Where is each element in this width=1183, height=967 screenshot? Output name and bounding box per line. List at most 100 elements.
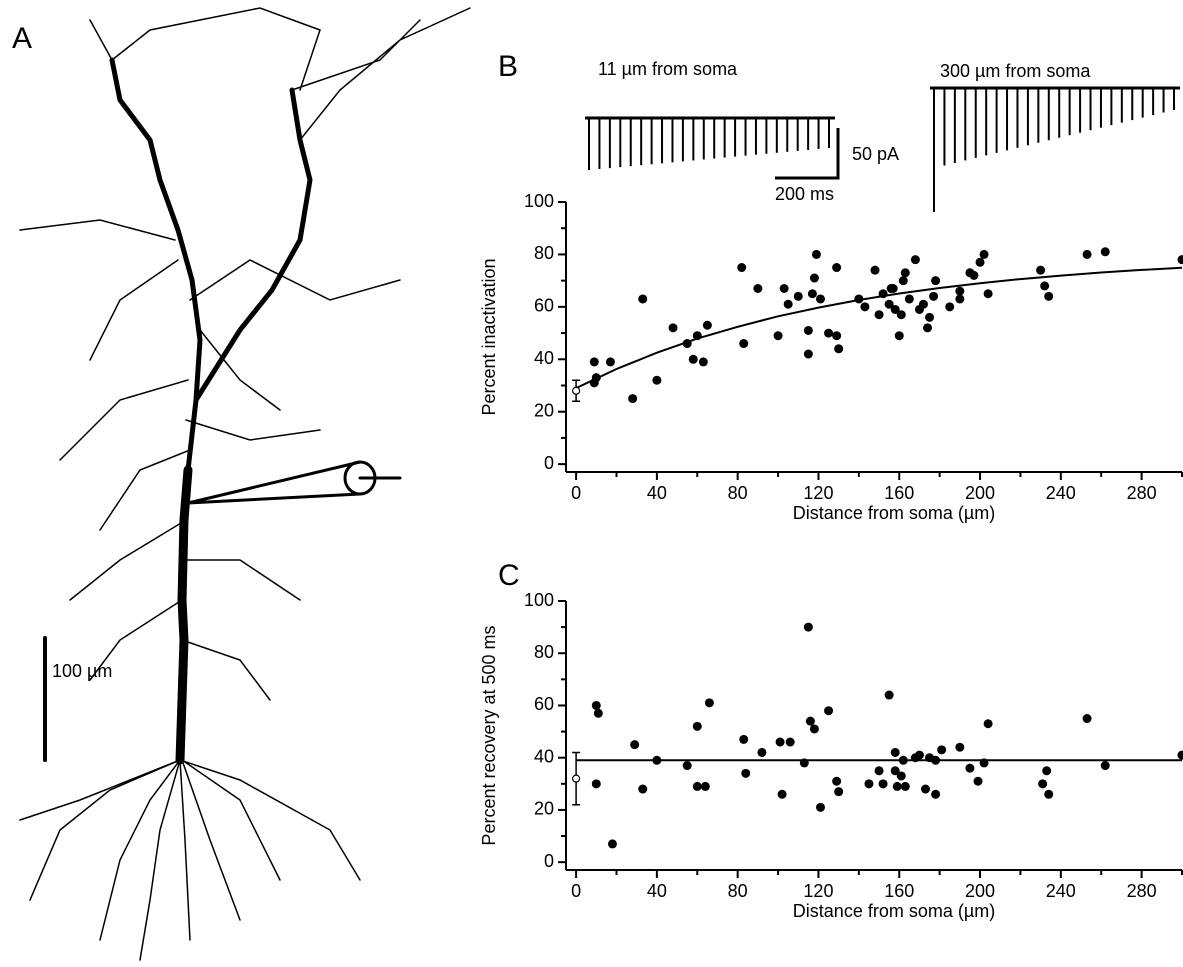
panel-label: C (498, 559, 520, 592)
data-point (1100, 247, 1110, 257)
data-point (668, 323, 678, 333)
x-tick-label: 200 (965, 881, 995, 901)
scale-label: 50 pA (852, 144, 899, 164)
data-point (593, 708, 603, 718)
data-point (890, 766, 900, 776)
data-point (692, 781, 702, 791)
data-point (815, 802, 825, 812)
data-point (682, 761, 692, 771)
data-point (979, 249, 989, 259)
y-tick-label: 40 (534, 746, 554, 766)
x-tick-label: 40 (647, 483, 667, 503)
y-tick-label: 40 (534, 348, 554, 368)
panel-label: A (12, 22, 32, 55)
data-point (931, 755, 941, 765)
data-point (805, 716, 815, 726)
data-point (785, 737, 795, 747)
scale-label: 100 µm (52, 661, 112, 681)
data-point (799, 758, 809, 768)
y-tick-label: 20 (534, 400, 554, 420)
x-tick-label: 0 (571, 881, 581, 901)
data-point (955, 286, 965, 296)
data-point (589, 357, 599, 367)
data-point (870, 265, 880, 275)
mean-point (571, 774, 581, 783)
x-axis-label: Distance from soma (µm) (793, 503, 995, 523)
fit-line (575, 266, 1183, 390)
data-point (900, 268, 910, 278)
data-point (1177, 255, 1183, 265)
data-point (832, 263, 842, 273)
data-point (793, 291, 803, 301)
y-tick-label: 0 (544, 851, 554, 871)
data-point (896, 310, 906, 320)
x-tick-label: 280 (1127, 483, 1157, 503)
data-point (854, 294, 864, 304)
data-point (809, 273, 819, 283)
data-point (807, 289, 817, 299)
trace-label: 300 µm from soma (940, 61, 1091, 81)
data-point (700, 781, 710, 791)
data-point (874, 766, 884, 776)
x-tick-label: 120 (803, 881, 833, 901)
data-point (834, 787, 844, 797)
data-point (969, 270, 979, 280)
trace-scale-bar (775, 128, 840, 180)
y-tick-label: 100 (524, 191, 554, 211)
data-point (757, 747, 767, 757)
data-point (864, 779, 874, 789)
x-tick-label: 80 (728, 483, 748, 503)
data-point (860, 302, 870, 312)
data-point (890, 747, 900, 757)
data-point (1044, 291, 1054, 301)
data-point (878, 289, 888, 299)
x-tick-label: 40 (647, 881, 667, 901)
y-tick-label: 80 (534, 243, 554, 263)
data-point (775, 737, 785, 747)
data-point (652, 755, 662, 765)
data-point (890, 304, 900, 314)
data-point (753, 284, 763, 294)
data-point (605, 357, 615, 367)
y-tick-label: 20 (534, 799, 554, 819)
data-point (811, 249, 821, 259)
data-point (1038, 779, 1048, 789)
x-tick-label: 160 (884, 483, 914, 503)
y-tick-label: 100 (524, 590, 554, 610)
data-point (898, 755, 908, 765)
data-point (921, 784, 931, 794)
current-traces (585, 86, 1180, 212)
data-point (983, 289, 993, 299)
data-point (979, 758, 989, 768)
data-point (591, 779, 601, 789)
data-point (884, 299, 894, 309)
x-tick-label: 0 (571, 483, 581, 503)
data-point (894, 331, 904, 341)
data-point (688, 354, 698, 364)
data-point (698, 357, 708, 367)
x-tick-label: 80 (728, 881, 748, 901)
y-tick-label: 60 (534, 296, 554, 316)
data-point (878, 779, 888, 789)
data-point (983, 719, 993, 729)
data-point (914, 750, 924, 760)
data-point (607, 839, 617, 849)
data-point (741, 768, 751, 778)
scale-label: 200 ms (775, 184, 834, 204)
data-point (918, 299, 928, 309)
data-point (904, 294, 914, 304)
data-point (832, 331, 842, 341)
x-tick-label: 120 (803, 483, 833, 503)
data-point (1040, 281, 1050, 291)
data-point (898, 276, 908, 286)
x-tick-label: 240 (1046, 881, 1076, 901)
data-point (815, 294, 825, 304)
data-point (824, 328, 834, 338)
data-point (888, 284, 898, 294)
x-tick-label: 200 (965, 483, 995, 503)
data-point (931, 276, 941, 286)
panel-label: B (498, 50, 518, 83)
data-point (630, 740, 640, 750)
data-point (937, 745, 947, 755)
data-point (638, 294, 648, 304)
